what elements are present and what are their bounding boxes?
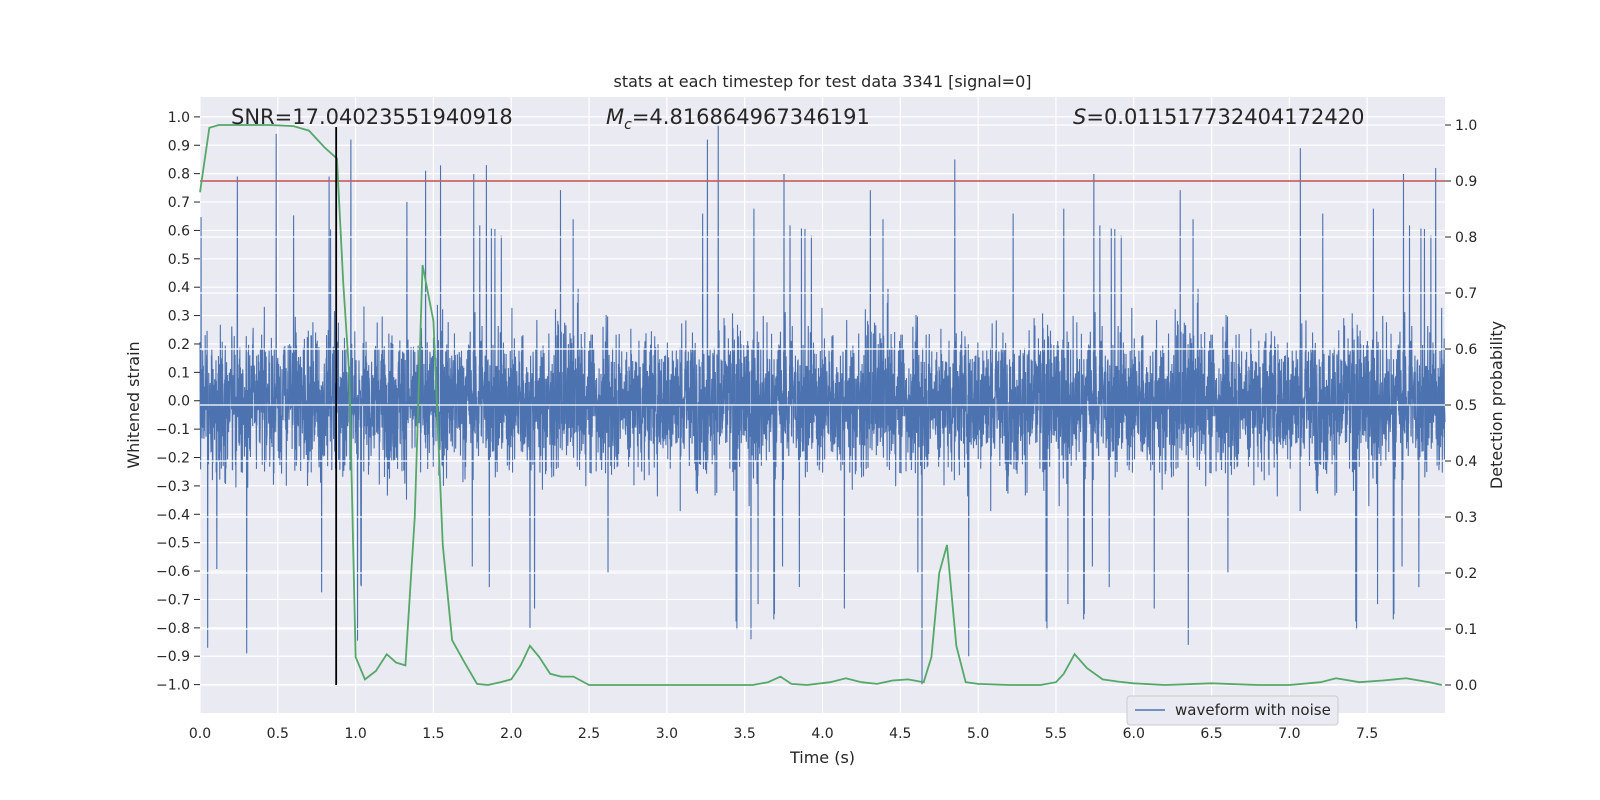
- y-tick-label: −0.7: [156, 592, 190, 608]
- y2-tick-label: 0.4: [1455, 454, 1477, 470]
- chart-title: stats at each timestep for test data 334…: [613, 72, 1031, 91]
- x-tick-label: 6.5: [1200, 726, 1222, 742]
- s-annotation: S=0.011517732404172420: [1073, 105, 1364, 129]
- y-tick-label: −0.6: [156, 564, 190, 580]
- y-tick-label: 0.6: [168, 223, 190, 239]
- x-tick-label: 7.0: [1278, 726, 1300, 742]
- y-tick-label: −0.3: [156, 479, 190, 495]
- s-symbol: S: [1073, 105, 1086, 129]
- y2-tick-label: 1.0: [1455, 118, 1477, 134]
- chirp-mass-symbol: M: [606, 105, 624, 129]
- chirp-mass-subscript: c: [624, 117, 632, 133]
- x-tick-label: 7.5: [1356, 726, 1378, 742]
- snr-annotation: SNR=17.04023551940918: [231, 105, 513, 129]
- y2-tick-label: 0.0: [1455, 678, 1477, 694]
- y-tick-label: 0.1: [168, 365, 190, 381]
- x-tick-label: 6.0: [1123, 726, 1145, 742]
- detection-probability-line: [199, 124, 1443, 686]
- y-tick-label: 0.8: [168, 167, 190, 183]
- legend-entry-waveform: waveform with noise: [1175, 701, 1331, 719]
- y-tick-label: −0.5: [156, 536, 190, 552]
- s-value: =0.011517732404172420: [1086, 105, 1364, 129]
- x-tick-label: 3.0: [656, 726, 678, 742]
- x-tick-label: 0.5: [267, 726, 289, 742]
- y-tick-label: 0.5: [168, 252, 190, 268]
- y-tick-label: 1.0: [168, 110, 190, 126]
- y2-tick-label: 0.6: [1455, 342, 1477, 358]
- axes: 0.0 0.5 1.0 1.5 2.0 2.5 3.0 3.5 4.0 4.5 5.0 5.5 6.0 6…: [156, 110, 1477, 742]
- y2-tick-label: 0.8: [1455, 230, 1477, 246]
- x-tick-label: 1.5: [422, 726, 444, 742]
- chirp-mass-annotation: Mc=4.816864967346191: [606, 105, 870, 133]
- y2-tick-label: 0.1: [1455, 622, 1477, 638]
- legend: waveform with noise: [1126, 695, 1339, 726]
- y-axis-label: Whitened strain: [124, 341, 143, 468]
- y-tick-label: 0.2: [168, 337, 190, 353]
- y2-axis-label: Detection probability: [1487, 321, 1506, 489]
- chirp-mass-value: =4.816864967346191: [632, 105, 870, 129]
- x-tick-label: 1.0: [344, 726, 366, 742]
- y-tick-label: −1.0: [156, 678, 190, 694]
- y-tick-label: −0.8: [156, 621, 190, 637]
- x-tick-label: 0.0: [189, 726, 211, 742]
- x-tick-label: 2.5: [578, 726, 600, 742]
- y2-tick-label: 0.5: [1455, 398, 1477, 414]
- waveform-noise-line: [199, 125, 1446, 685]
- overlay-layer: [199, 124, 1445, 686]
- y-tick-label: −0.2: [156, 451, 190, 467]
- y-tick-label: −0.4: [156, 507, 190, 523]
- waveform-with-noise-series: [199, 125, 1446, 685]
- y2-tick-label: 0.3: [1455, 510, 1477, 526]
- x-tick-label: 2.0: [500, 726, 522, 742]
- x-tick-label: 3.5: [734, 726, 756, 742]
- x-axis-label: Time (s): [789, 748, 855, 767]
- x-tick-label: 5.5: [1045, 726, 1067, 742]
- legend-box: [1126, 695, 1339, 726]
- y-tick-label: 0.0: [168, 394, 190, 410]
- y2-tick-label: 0.7: [1455, 286, 1477, 302]
- x-tick-label: 5.0: [967, 726, 989, 742]
- y-tick-label: 0.3: [168, 309, 190, 325]
- y2-tick-label: 0.9: [1455, 174, 1477, 190]
- y2-tick-label: 0.2: [1455, 566, 1477, 582]
- y-tick-label: 0.9: [168, 138, 190, 154]
- y-tick-label: 0.4: [168, 280, 190, 296]
- x-tick-label: 4.5: [889, 726, 911, 742]
- x-tick-label: 4.0: [811, 726, 833, 742]
- y-tick-label: 0.7: [168, 195, 190, 211]
- y-tick-label: −0.1: [156, 422, 190, 438]
- y-tick-label: −0.9: [156, 649, 190, 665]
